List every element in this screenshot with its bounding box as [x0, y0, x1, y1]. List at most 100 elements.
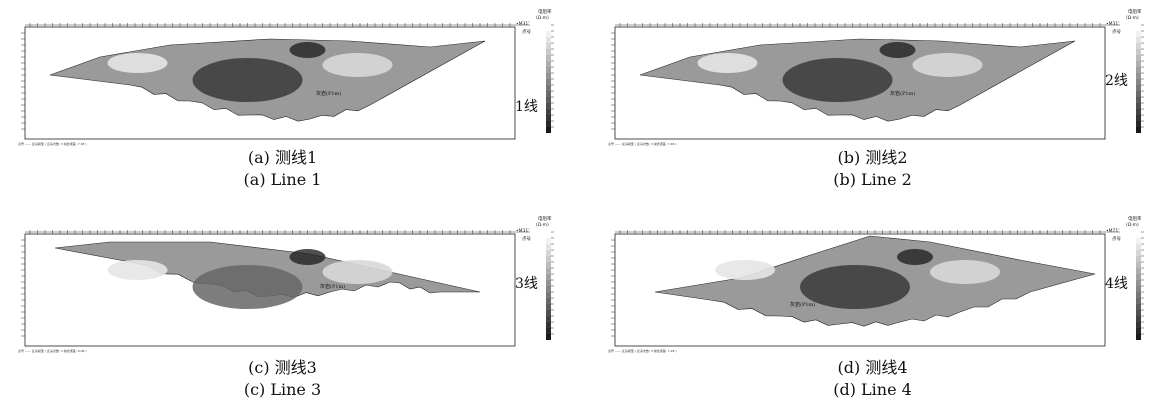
caption-en-b: (b) Line 2	[833, 170, 912, 189]
colorbar-swatch	[546, 256, 551, 262]
line-label-d: 4线	[1105, 276, 1128, 292]
colorbar-swatch	[546, 316, 551, 322]
colorbar-title-a: 电阻率	[538, 8, 552, 15]
colorbar-swatch	[546, 232, 551, 238]
colorbar-swatch	[546, 103, 551, 109]
profile-a-svg: •M31' 点号 电阻率 (Ω·m) 1线 灰岩(P1m) 点号 —— 反演模型…	[18, 8, 554, 146]
low-resistivity-zone	[800, 265, 910, 309]
profile-c-svg: •M31' 点号 电阻率 (Ω·m) 3线 灰岩(P1m) 点号 —— 反演模型…	[18, 215, 554, 353]
colorbar-swatch	[546, 67, 551, 73]
colorbar-swatch	[546, 328, 551, 334]
colorbar-swatch	[1136, 49, 1141, 55]
colorbar-swatch	[546, 310, 551, 316]
ticks-c	[21, 230, 530, 337]
colorbar-swatch	[546, 250, 551, 256]
colorbar-title-b: 电阻率	[1128, 8, 1142, 15]
ticks-b	[611, 23, 1120, 130]
colorbar-swatch	[1136, 103, 1141, 109]
colorbar-swatch	[546, 268, 551, 274]
low-resistivity-zone	[782, 58, 893, 102]
terrain-c	[54, 241, 481, 309]
high-resistivity-zone	[107, 260, 168, 280]
colorbar-unit-b: (Ω·m)	[1126, 15, 1139, 21]
colorbar-swatch	[546, 298, 551, 304]
colorbar-swatch	[546, 91, 551, 97]
colorbar-swatch	[546, 61, 551, 67]
colorbar-swatch	[1136, 232, 1141, 238]
colorbar-swatch	[546, 79, 551, 85]
colorbar-title-c: 电阻率	[538, 215, 552, 222]
profile-b-svg: •M31' 点号 电阻率 (Ω·m) 2线 灰岩(P1m) 点号 —— 反演模型…	[608, 8, 1144, 146]
high-resistivity-zone	[322, 53, 393, 77]
colorbar-swatch	[1136, 55, 1141, 61]
profile-panel-c: •M31' 点号 电阻率 (Ω·m) 3线 灰岩(P1m) 点号 —— 反演模型…	[10, 212, 555, 353]
high-resistivity-zone	[715, 260, 775, 280]
caption-cn-d: (d) 测线4	[837, 358, 908, 377]
colorbar-swatch	[1136, 310, 1141, 316]
footer-c: 点号 —— 反演模型 ( 反演次数: 3 拟合误差: 6.08 )	[18, 348, 87, 353]
colorbar-swatch	[1136, 67, 1141, 73]
colorbar-swatch	[1136, 43, 1141, 49]
colorbar-swatch	[546, 334, 551, 340]
colorbar-unit-a: (Ω·m)	[536, 15, 549, 21]
colorbar-swatch	[546, 238, 551, 244]
colorbar-swatch	[546, 55, 551, 61]
plot-frame-a	[24, 26, 516, 140]
start-label-c: •M31'	[516, 228, 530, 234]
profile-panel-b: •M31' 点号 电阻率 (Ω·m) 2线 灰岩(P1m) 点号 —— 反演模型…	[600, 5, 1145, 146]
rock-note-c: 灰岩(P1m)	[320, 283, 345, 290]
low-resistivity-zone	[897, 249, 933, 265]
colorbar-swatch	[1136, 121, 1141, 127]
colorbar-swatch	[1136, 274, 1141, 280]
colorbar-swatch	[546, 109, 551, 115]
start-label-a: •M31'	[516, 21, 530, 27]
colorbar-swatch	[546, 97, 551, 103]
low-resistivity-zone	[289, 249, 326, 265]
end-label-c: 点号	[522, 236, 531, 242]
colorbar-swatch	[1136, 91, 1141, 97]
colorbar-swatch	[1136, 244, 1141, 250]
profile-panel-d: •M71' 点号 电阻率 (Ω·m) 4线 灰岩(P1m) 点号 —— 反演模型…	[600, 212, 1145, 353]
colorbar-swatch	[1136, 256, 1141, 262]
colorbar-swatch	[546, 322, 551, 328]
colorbar-swatch	[1136, 61, 1141, 67]
colorbar-swatch	[1136, 298, 1141, 304]
caption-en-d: (d) Line 4	[833, 380, 912, 399]
colorbar-swatch	[1136, 304, 1141, 310]
start-label-d: •M71'	[1106, 228, 1120, 234]
colorbar-unit-d: (Ω·m)	[1126, 222, 1139, 228]
rock-note-b: 灰岩(P1m)	[890, 90, 915, 97]
line-label-a: 1线	[515, 99, 538, 115]
plot-frame-c	[24, 233, 516, 347]
rock-note-a: 灰岩(P1m)	[316, 90, 341, 97]
colorbar-swatch	[1136, 79, 1141, 85]
colorbar-swatch	[546, 292, 551, 298]
colorbar-swatch	[546, 127, 551, 133]
colorbar-swatch	[1136, 127, 1141, 133]
profile-d-svg: •M71' 点号 电阻率 (Ω·m) 4线 灰岩(P1m) 点号 —— 反演模型…	[608, 215, 1144, 353]
colorbar-swatch	[546, 73, 551, 79]
terrain-b	[639, 38, 1076, 122]
rock-note-d: 灰岩(P1m)	[790, 301, 815, 308]
low-resistivity-zone	[289, 42, 326, 58]
colorbar-b	[1136, 24, 1144, 133]
ticks-d	[611, 230, 1120, 337]
end-label-b: 点号	[1112, 29, 1121, 35]
caption-cn-a: (a) 测线1	[247, 148, 318, 167]
colorbar-swatch	[546, 43, 551, 49]
caption-en-c: (c) Line 3	[243, 380, 322, 399]
colorbar-swatch	[546, 274, 551, 280]
high-resistivity-zone	[930, 260, 1000, 284]
colorbar-swatch	[546, 121, 551, 127]
terrain-a	[49, 38, 486, 122]
colorbar-swatch	[546, 286, 551, 292]
colorbar-swatch	[546, 25, 551, 31]
ticks-a	[21, 23, 530, 130]
colorbar-swatch	[546, 37, 551, 43]
colorbar-swatch	[1136, 37, 1141, 43]
colorbar-swatch	[1136, 73, 1141, 79]
end-label-a: 点号	[522, 29, 531, 35]
colorbar-swatch	[1136, 286, 1141, 292]
colorbar-swatch	[1136, 334, 1141, 340]
profile-panel-a: •M31' 点号 电阻率 (Ω·m) 1线 灰岩(P1m) 点号 —— 反演模型…	[10, 5, 555, 146]
